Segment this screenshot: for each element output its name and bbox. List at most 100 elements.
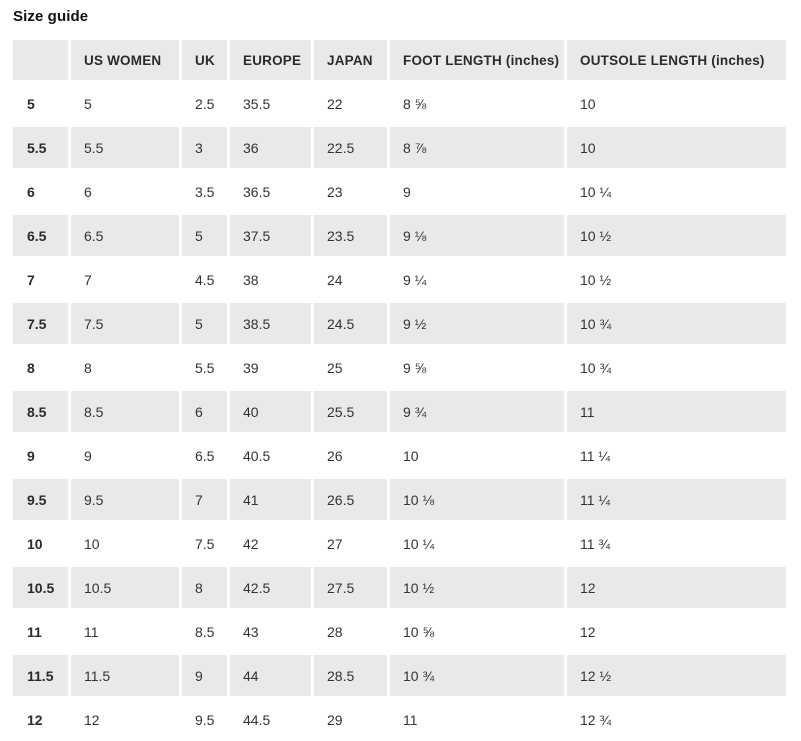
table-cell: 28 [314, 611, 387, 652]
table-cell: 42 [230, 523, 311, 564]
table-cell: 10 [567, 83, 786, 124]
row-size-label: 9.5 [13, 479, 68, 520]
row-size-label: 8.5 [13, 391, 68, 432]
row-size-label: 12 [13, 699, 68, 740]
table-cell: 2.5 [182, 83, 227, 124]
table-cell: 9.5 [71, 479, 179, 520]
table-cell: 8 ⅝ [390, 83, 564, 124]
table-cell: 26 [314, 435, 387, 476]
table-cell: 5 [71, 83, 179, 124]
table-cell: 38.5 [230, 303, 311, 344]
table-cell: 25.5 [314, 391, 387, 432]
table-cell: 8 [71, 347, 179, 388]
table-cell: 10 ¾ [567, 303, 786, 344]
table-cell: 5.5 [71, 127, 179, 168]
table-cell: 10 ¼ [567, 171, 786, 212]
table-cell: 9.5 [182, 699, 227, 740]
table-cell: 27 [314, 523, 387, 564]
table-cell: 9 ¾ [390, 391, 564, 432]
table-cell: 10.5 [71, 567, 179, 608]
table-cell: 40.5 [230, 435, 311, 476]
table-cell: 10 ½ [390, 567, 564, 608]
table-cell: 3.5 [182, 171, 227, 212]
table-cell: 10 ¾ [567, 347, 786, 388]
table-cell: 25 [314, 347, 387, 388]
table-cell: 11 [390, 699, 564, 740]
table-cell: 26.5 [314, 479, 387, 520]
table-cell: 9 ½ [390, 303, 564, 344]
table-cell: 8 [182, 567, 227, 608]
table-cell: 24 [314, 259, 387, 300]
column-header: OUTSOLE LENGTH (inches) [567, 40, 786, 80]
table-cell: 9 [390, 171, 564, 212]
table-cell: 39 [230, 347, 311, 388]
table-cell: 36.5 [230, 171, 311, 212]
table-cell: 9 ⅛ [390, 215, 564, 256]
column-header: EUROPE [230, 40, 311, 80]
table-cell: 38 [230, 259, 311, 300]
table-cell: 22.5 [314, 127, 387, 168]
table-cell: 10 ⅝ [390, 611, 564, 652]
table-cell: 42.5 [230, 567, 311, 608]
table-cell: 11 ¼ [567, 479, 786, 520]
row-size-label: 10 [13, 523, 68, 564]
table-cell: 6 [182, 391, 227, 432]
table-cell: 43 [230, 611, 311, 652]
table-cell: 10 ¾ [390, 655, 564, 696]
column-header: FOOT LENGTH (inches) [390, 40, 564, 80]
table-cell: 4.5 [182, 259, 227, 300]
row-size-label: 9 [13, 435, 68, 476]
table-cell: 12 ¾ [567, 699, 786, 740]
table-cell: 29 [314, 699, 387, 740]
row-size-label: 7 [13, 259, 68, 300]
column-header: US WOMEN [71, 40, 179, 80]
table-cell: 36 [230, 127, 311, 168]
column-header-blank [13, 40, 68, 80]
table-cell: 9 ⅝ [390, 347, 564, 388]
table-cell: 7 [182, 479, 227, 520]
table-cell: 8.5 [71, 391, 179, 432]
table-cell: 11 ¾ [567, 523, 786, 564]
table-cell: 35.5 [230, 83, 311, 124]
table-cell: 10 ⅛ [390, 479, 564, 520]
table-cell: 7.5 [71, 303, 179, 344]
table-cell: 9 [182, 655, 227, 696]
page-title: Size guide [13, 8, 89, 25]
row-size-label: 6.5 [13, 215, 68, 256]
size-guide-table: US WOMEN UK EUROPE JAPAN FOOT LENGTH (inches… [13, 40, 786, 740]
table-cell: 22 [314, 83, 387, 124]
row-size-label: 5 [13, 83, 68, 124]
table-cell: 24.5 [314, 303, 387, 344]
row-size-label: 11.5 [13, 655, 68, 696]
table-cell: 5 [182, 215, 227, 256]
table-cell: 40 [230, 391, 311, 432]
table-cell: 28.5 [314, 655, 387, 696]
table-cell: 12 [71, 699, 179, 740]
table-cell: 10 [390, 435, 564, 476]
row-size-label: 5.5 [13, 127, 68, 168]
table-cell: 8.5 [182, 611, 227, 652]
table-cell: 23.5 [314, 215, 387, 256]
table-cell: 10 [71, 523, 179, 564]
table-cell: 8 ⅞ [390, 127, 564, 168]
table-cell: 7 [71, 259, 179, 300]
table-cell: 5.5 [182, 347, 227, 388]
table-cell: 6 [71, 171, 179, 212]
table-cell: 37.5 [230, 215, 311, 256]
column-header: UK [182, 40, 227, 80]
table-cell: 7.5 [182, 523, 227, 564]
table-cell: 12 ½ [567, 655, 786, 696]
row-size-label: 6 [13, 171, 68, 212]
table-cell: 44 [230, 655, 311, 696]
table-cell: 27.5 [314, 567, 387, 608]
row-size-label: 11 [13, 611, 68, 652]
table-cell: 11.5 [71, 655, 179, 696]
table-cell: 23 [314, 171, 387, 212]
table-cell: 41 [230, 479, 311, 520]
table-cell: 11 ¼ [567, 435, 786, 476]
column-header: JAPAN [314, 40, 387, 80]
row-size-label: 10.5 [13, 567, 68, 608]
table-cell: 3 [182, 127, 227, 168]
table-cell: 12 [567, 611, 786, 652]
table-cell: 44.5 [230, 699, 311, 740]
